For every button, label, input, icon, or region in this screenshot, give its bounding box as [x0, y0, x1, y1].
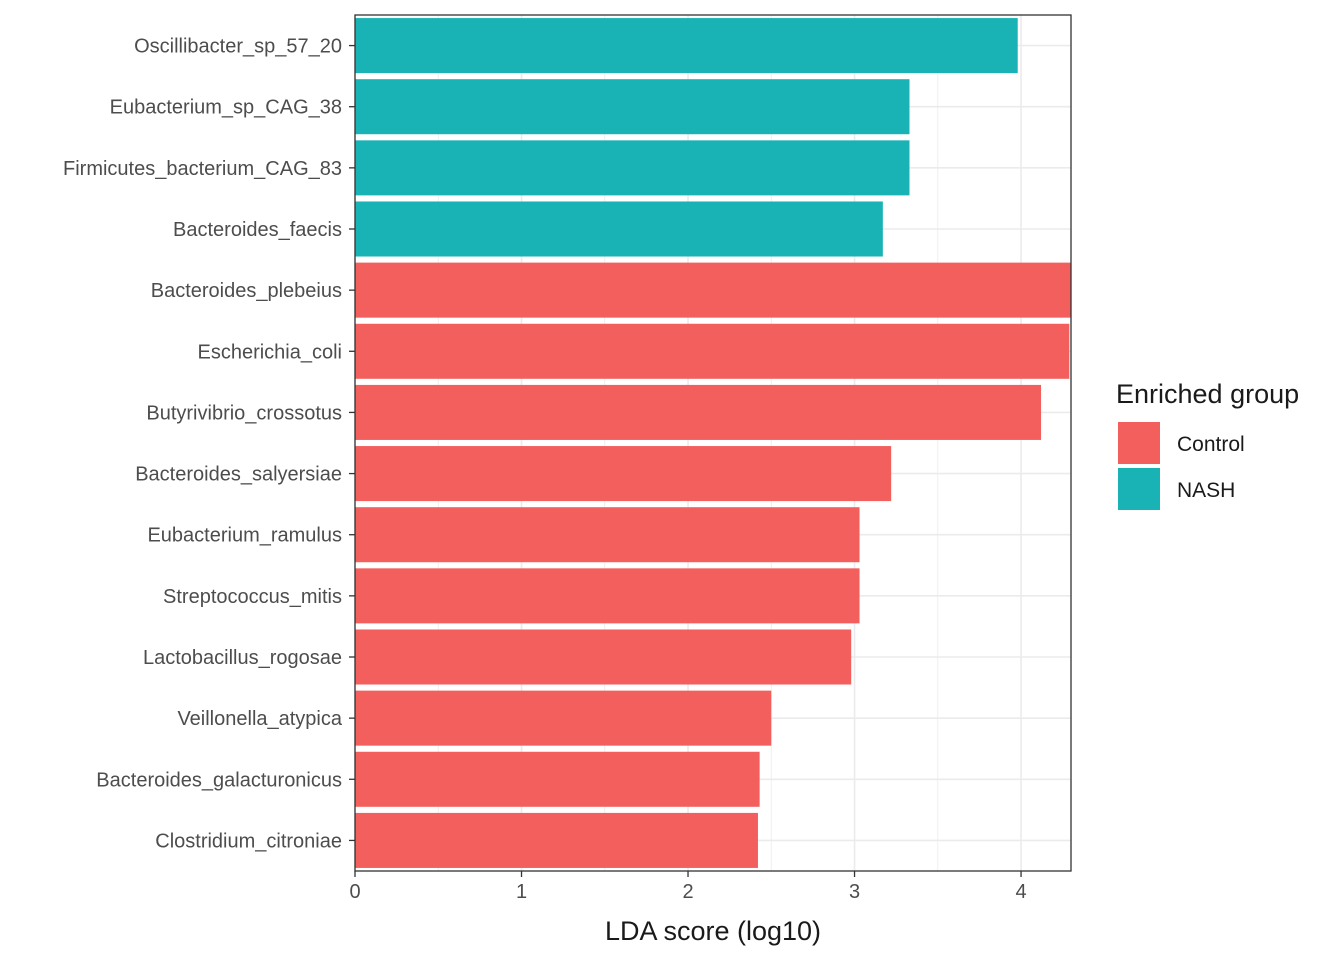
- bar-Bacteroides_plebeius: [355, 262, 1071, 318]
- legend-key-nash: [1118, 468, 1160, 510]
- bar-Clostridium_citroniae: [355, 812, 758, 868]
- x-tick-label: 3: [849, 881, 860, 903]
- bar-Streptococcus_mitis: [355, 568, 860, 624]
- bar-Veillonella_atypica: [355, 690, 772, 746]
- y-tick-label: Lactobacillus_rogosae: [143, 647, 342, 669]
- legend: Enriched group Control NASH: [1116, 379, 1299, 510]
- bar-Bacteroides_faecis: [355, 201, 883, 257]
- y-tick-label: Eubacterium_sp_CAG_38: [110, 97, 342, 119]
- y-tick-label: Bacteroides_salyersiae: [135, 464, 342, 486]
- x-tick-label: 1: [516, 881, 527, 903]
- y-tick-label: Butyrivibrio_crossotus: [146, 402, 342, 424]
- bar-layer: [355, 18, 1071, 868]
- y-tick-label: Firmicutes_bacterium_CAG_83: [63, 158, 342, 180]
- bar-Bacteroides_galacturonicus: [355, 751, 760, 807]
- legend-items: Control NASH: [1118, 422, 1245, 510]
- bar-Butyrivibrio_crossotus: [355, 384, 1042, 440]
- y-tick-label: Streptococcus_mitis: [163, 586, 342, 608]
- y-tick-label: Bacteroides_galacturonicus: [96, 769, 342, 791]
- y-tick-label: Oscillibacter_sp_57_20: [134, 36, 342, 58]
- bar-Eubacterium_ramulus: [355, 507, 860, 563]
- legend-label-control: Control: [1177, 433, 1245, 456]
- panel-border: [354, 14, 1072, 872]
- y-tick-label: Bacteroides_plebeius: [151, 280, 342, 302]
- legend-title: Enriched group: [1116, 379, 1299, 409]
- y-tick-label: Escherichia_coli: [197, 341, 342, 363]
- bar-Escherichia_coli: [355, 323, 1070, 379]
- bar-Lactobacillus_rogosae: [355, 629, 852, 685]
- x-tick-label: 4: [1015, 881, 1026, 903]
- legend-label-nash: NASH: [1177, 479, 1235, 502]
- bar-Firmicutes_bacterium_CAG_83: [355, 140, 910, 196]
- bar-Eubacterium_sp_CAG_38: [355, 79, 910, 135]
- y-tick-label: Bacteroides_faecis: [173, 219, 342, 241]
- x-tick-label: 2: [682, 881, 693, 903]
- axis-layer: Oscillibacter_sp_57_20 Eubacterium_sp_CAG…: [63, 36, 1027, 903]
- y-tick-label: Clostridium_citroniae: [155, 830, 342, 852]
- x-tick-label: 0: [349, 881, 360, 903]
- x-axis-title: LDA score (log10): [605, 916, 821, 946]
- bar-Bacteroides_salyersiae: [355, 446, 892, 502]
- y-tick-label: Veillonella_atypica: [177, 708, 342, 730]
- legend-key-control: [1118, 422, 1160, 464]
- y-tick-label: Eubacterium_ramulus: [147, 525, 342, 547]
- bar-Oscillibacter_sp_57_20: [355, 18, 1018, 74]
